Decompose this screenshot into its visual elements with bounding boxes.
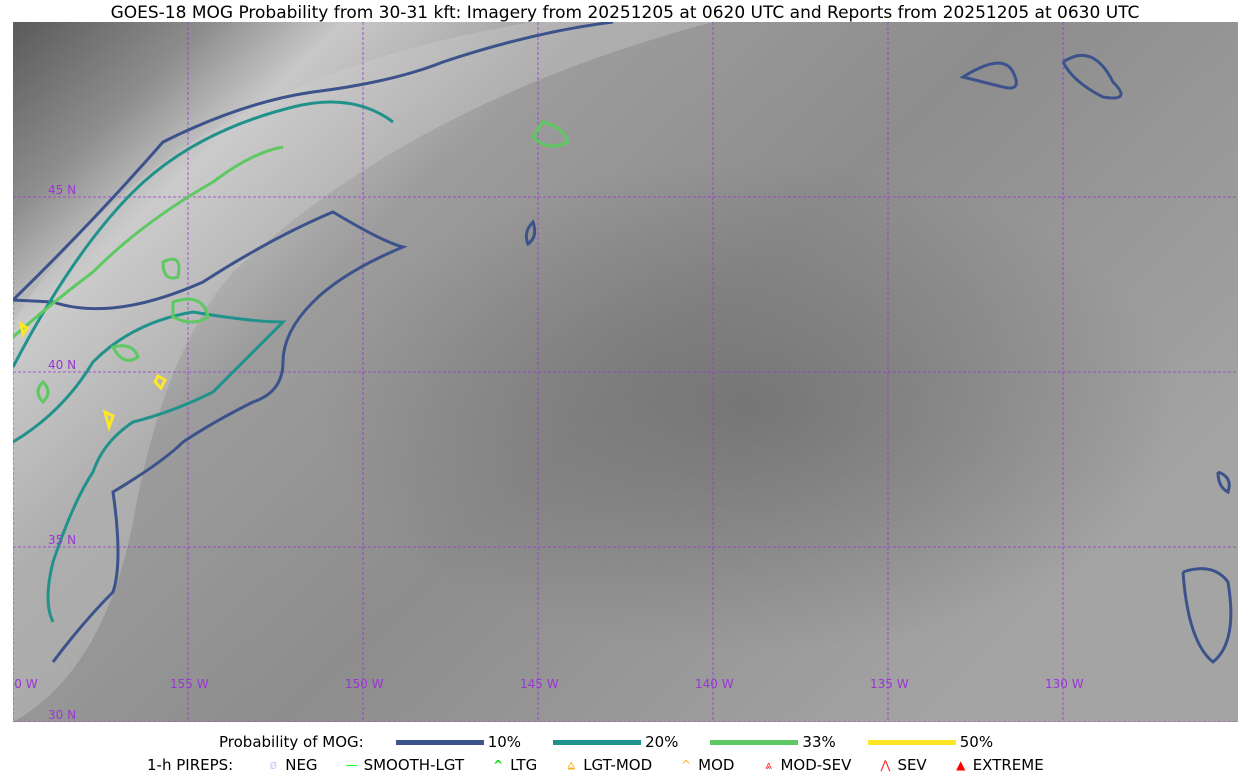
lat-label: 45 N <box>48 183 77 197</box>
caret-icon: ^ <box>681 758 692 772</box>
contour-10 <box>13 22 614 663</box>
legend-swatch-20 <box>553 739 642 745</box>
filled-triangle-icon: ▲ <box>956 758 966 772</box>
lat-label: 40 N <box>48 358 77 372</box>
legend-label: NEG <box>285 756 318 774</box>
lat-label: 35 N <box>48 533 77 547</box>
legend-label: LGT-MOD <box>583 756 653 774</box>
lon-label: 150 W <box>345 677 384 691</box>
caret-icon: ^ <box>493 758 504 772</box>
legend-label: LTG <box>510 756 538 774</box>
legend-swatch-10 <box>395 739 484 745</box>
probability-legend-title: Probability of MOG: <box>219 733 364 751</box>
legend-label: MOD <box>698 756 735 774</box>
legend-label: 10% <box>487 733 522 751</box>
line-icon: — <box>345 758 358 772</box>
contour-33 <box>13 120 570 405</box>
lon-label: 140 W <box>695 677 734 691</box>
satellite-map: 45 N 40 N 35 N 30 N 160 W 155 W 150 W 14… <box>13 22 1238 722</box>
pireps-legend: 1-h PIREPS: ø NEG — SMOOTH-LGT ^ LTG ⩠ LGT-M… <box>0 756 1250 774</box>
legend-swatch-50 <box>867 739 956 745</box>
legend-label: SEV <box>897 756 927 774</box>
double-caret-bar-icon: ⩓ <box>765 757 772 772</box>
legend-label: 20% <box>645 733 679 751</box>
lat-label: 30 N <box>48 708 77 722</box>
double-caret-icon: ⋀ <box>880 758 891 772</box>
legend-label: 50% <box>959 733 994 751</box>
neg-circle-icon: ø <box>269 758 277 772</box>
lon-label: 160 W <box>13 677 38 691</box>
legend-label: SMOOTH-LGT <box>363 756 465 774</box>
legend-label: MOD-SEV <box>780 756 852 774</box>
caret-bar-icon: ⩠ <box>567 757 575 772</box>
graticule <box>13 22 1238 722</box>
chart-title: GOES-18 MOG Probability from 30-31 kft: … <box>110 3 1140 23</box>
contour-50 <box>18 320 167 432</box>
contour-10b <box>524 53 1233 664</box>
pireps-legend-title: 1-h PIREPS: <box>147 756 234 774</box>
legend-swatch-33 <box>710 739 799 745</box>
lon-label: 155 W <box>170 677 209 691</box>
legend-label: 33% <box>802 733 836 751</box>
lon-label: 145 W <box>520 677 559 691</box>
legend-label: EXTREME <box>972 756 1044 774</box>
mog-contours <box>13 22 1233 664</box>
map-svg <box>13 22 1238 722</box>
probability-legend: Probability of MOG: 10% 20% 33% 50% <box>0 733 1250 751</box>
lon-label: 135 W <box>870 677 909 691</box>
contour-20 <box>13 100 394 623</box>
lon-label: 130 W <box>1045 677 1084 691</box>
